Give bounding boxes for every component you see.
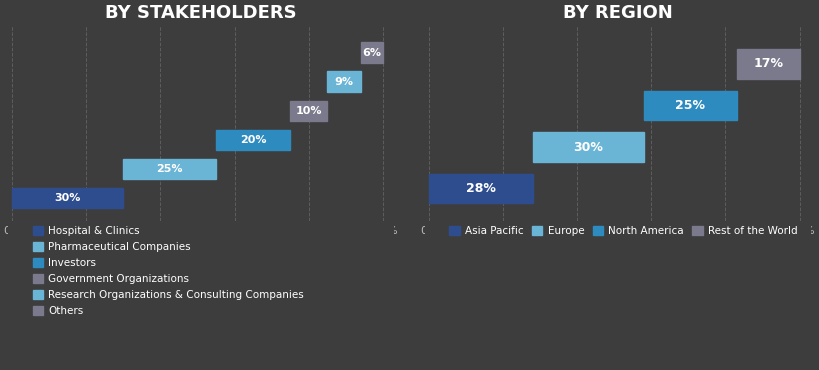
Text: 10%: 10% — [296, 106, 322, 116]
Bar — [290, 101, 328, 121]
Text: 28%: 28% — [466, 182, 495, 195]
Text: 25%: 25% — [156, 164, 183, 174]
Bar — [428, 174, 532, 203]
Bar — [736, 49, 799, 78]
Text: 30%: 30% — [54, 193, 81, 203]
Bar — [644, 91, 736, 120]
Bar — [12, 188, 123, 208]
Text: 30%: 30% — [573, 141, 603, 154]
Legend: Asia Pacific, Europe, North America, Rest of the World: Asia Pacific, Europe, North America, Res… — [450, 226, 798, 236]
Title: BY REGION: BY REGION — [563, 4, 672, 21]
Legend: Hospital & Clinics, Pharmaceutical Companies, Investors, Government Organization: Hospital & Clinics, Pharmaceutical Compa… — [33, 226, 304, 316]
Bar — [360, 42, 383, 63]
Text: 20%: 20% — [240, 135, 266, 145]
Title: BY STAKEHOLDERS: BY STAKEHOLDERS — [106, 4, 297, 21]
Text: 25%: 25% — [675, 99, 705, 112]
Bar — [216, 130, 290, 150]
Text: 17%: 17% — [753, 57, 783, 70]
Text: 6%: 6% — [362, 48, 382, 58]
Bar — [123, 159, 216, 179]
Bar — [532, 132, 644, 162]
Text: 9%: 9% — [334, 77, 354, 87]
Bar — [328, 71, 360, 92]
